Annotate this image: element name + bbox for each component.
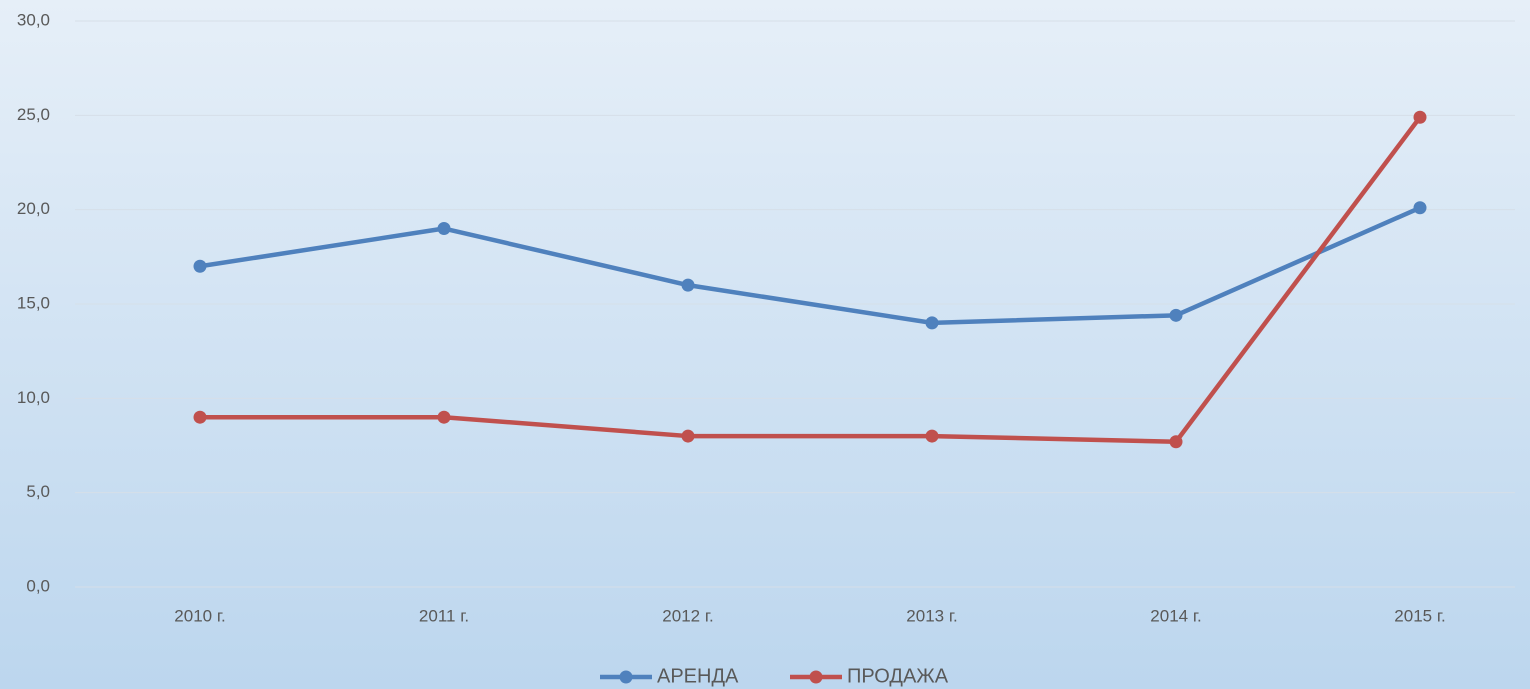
- data-point: [681, 278, 695, 292]
- data-point: [437, 410, 451, 424]
- y-tick-label: 20,0: [17, 199, 50, 218]
- data-point: [1169, 435, 1183, 449]
- legend-marker: [619, 670, 633, 684]
- legend-marker: [809, 670, 823, 684]
- data-point: [1169, 308, 1183, 322]
- x-tick-label: 2014 г.: [1150, 606, 1201, 625]
- data-point: [925, 429, 939, 443]
- x-tick-label: 2012 г.: [662, 606, 713, 625]
- data-point: [1413, 201, 1427, 215]
- y-tick-label: 30,0: [17, 10, 50, 29]
- legend-label: ПРОДАЖА: [847, 665, 949, 687]
- y-tick-label: 5,0: [26, 482, 50, 501]
- series-line: [200, 115, 1422, 444]
- data-point: [925, 316, 939, 330]
- data-point: [1413, 110, 1427, 124]
- legend-label: АРЕНДА: [657, 665, 739, 687]
- y-tick-label: 15,0: [17, 293, 50, 312]
- data-point: [681, 429, 695, 443]
- data-point: [193, 259, 207, 273]
- data-point: [437, 222, 451, 236]
- y-tick-label: 10,0: [17, 388, 50, 407]
- x-tick-label: 2010 г.: [174, 606, 225, 625]
- data-point: [193, 410, 207, 424]
- x-tick-label: 2015 г.: [1394, 606, 1445, 625]
- y-tick-label: 0,0: [26, 576, 50, 595]
- y-tick-label: 25,0: [17, 105, 50, 124]
- series-line: [199, 205, 1421, 326]
- x-tick-label: 2011 г.: [419, 606, 469, 625]
- x-tick-label: 2013 г.: [906, 606, 957, 625]
